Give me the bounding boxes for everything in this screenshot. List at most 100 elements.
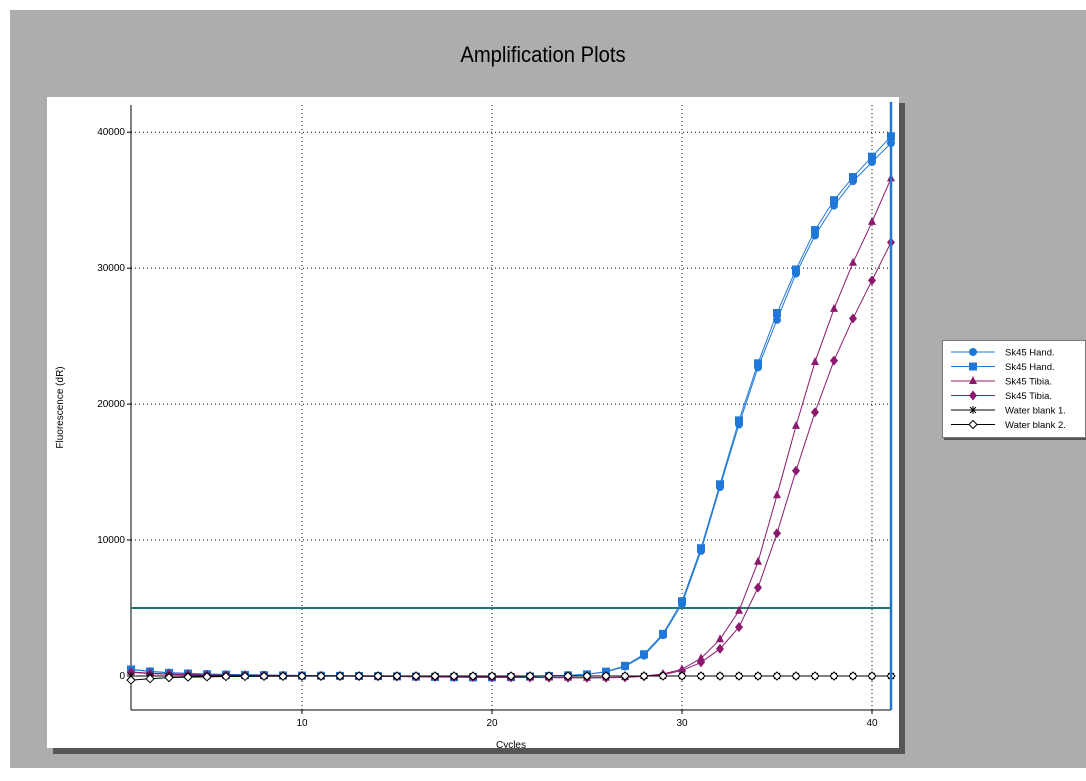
data-point: [126, 675, 136, 685]
legend-marker: [969, 376, 977, 384]
y-tick-label: 20000: [97, 399, 125, 410]
legend-marker: [969, 348, 977, 356]
y-tick-label: 10000: [97, 535, 125, 546]
x-tick-label: 30: [676, 718, 688, 729]
data-point: [373, 671, 383, 681]
data-point: [240, 671, 250, 682]
data-point: [677, 671, 687, 681]
data-point: [697, 657, 705, 668]
data-point: [716, 643, 724, 654]
series-line: [130, 142, 892, 678]
legend-label: Water blank 2.: [1005, 420, 1066, 431]
data-point: [811, 356, 819, 365]
data-point: [202, 672, 212, 682]
data-point: [164, 672, 174, 683]
data-point: [848, 671, 858, 681]
legend-svg: Sk45 Hand. Sk45 Hand. Sk45 Tibia. Sk45 Tibi…: [951, 348, 1066, 431]
data-point: [773, 309, 781, 318]
data-point: [678, 597, 686, 606]
grid: [131, 105, 891, 710]
data-point: [354, 671, 364, 681]
data-point: [716, 480, 724, 489]
x-tick-label: 10: [296, 718, 308, 729]
data-point: [392, 671, 402, 681]
legend-marker: [969, 406, 977, 414]
data-point: [335, 671, 345, 681]
data-point: [773, 528, 781, 539]
data-point: [221, 671, 231, 682]
data-point: [563, 671, 573, 681]
series-1: [127, 132, 895, 682]
series-5: [126, 671, 896, 685]
series-line: [130, 242, 892, 679]
series-layer: [126, 132, 896, 685]
data-point: [868, 152, 876, 161]
data-point: [868, 275, 876, 286]
data-point: [830, 355, 838, 366]
series-0: [127, 139, 895, 682]
legend-marker: [969, 362, 977, 371]
data-point: [145, 674, 155, 684]
data-point: [582, 671, 592, 681]
series-3: [127, 237, 895, 683]
y-axis-label: Fluorescence (dR): [55, 366, 66, 448]
data-point: [716, 634, 724, 643]
legend-marker: [969, 390, 977, 401]
data-point: [735, 416, 743, 425]
data-point: [640, 650, 648, 659]
data-point: [544, 671, 554, 681]
legend-label: Sk45 Tibia.: [1005, 377, 1052, 388]
data-point: [811, 407, 819, 418]
x-axis-label: Cycles: [496, 740, 526, 748]
data-point: [849, 257, 857, 266]
chart-title: Amplification Plots: [460, 42, 626, 67]
data-point: [773, 490, 781, 499]
data-point: [753, 671, 763, 681]
x-tick-label: 40: [866, 718, 878, 729]
legend-label: Sk45 Hand.: [1005, 362, 1055, 373]
data-point: [772, 671, 782, 681]
series-2: [127, 173, 895, 681]
legend-label: Sk45 Hand.: [1005, 348, 1055, 359]
series-line: [130, 135, 892, 678]
y-tick-label: 30000: [97, 263, 125, 274]
data-point: [621, 661, 629, 670]
window-border: [0, 0, 1086, 10]
series-line: [130, 178, 892, 679]
amplification-chart: 0 10000 20000 30000 40000 10 20 30 40 Fluorescen…: [55, 102, 896, 748]
data-point: [810, 671, 820, 681]
y-tick-label: 40000: [97, 127, 125, 138]
data-point: [791, 671, 801, 681]
data-point: [697, 653, 705, 662]
plot-frame: 0 10000 20000 30000 40000 10 20 30 40 Fluorescen…: [47, 97, 899, 748]
data-point: [430, 671, 440, 681]
data-point: [829, 671, 839, 681]
data-point: [659, 629, 667, 638]
data-point: [697, 544, 705, 553]
data-point: [259, 671, 269, 681]
data-point: [411, 671, 421, 681]
data-point: [830, 303, 838, 312]
star-stroke: [969, 406, 977, 414]
data-point: [734, 671, 744, 681]
data-point: [811, 226, 819, 235]
data-point: [792, 420, 800, 429]
legend-item: Water blank 1.: [951, 406, 1066, 417]
data-point: [278, 671, 288, 681]
data-point: [678, 665, 686, 676]
data-point: [792, 265, 800, 274]
data-point: [849, 313, 857, 324]
data-point: [867, 671, 877, 681]
data-point: [601, 671, 611, 681]
legend-item: Sk45 Tibia.: [951, 376, 1052, 388]
legend-item: Sk45 Hand.: [951, 348, 1055, 359]
data-point: [715, 671, 725, 681]
legend-item: Sk45 Tibia.: [951, 390, 1052, 402]
data-point: [849, 173, 857, 182]
data-point: [735, 605, 743, 614]
window-border: [0, 0, 10, 768]
legend: Sk45 Hand. Sk45 Hand. Sk45 Tibia. Sk45 Tibi…: [942, 340, 1086, 438]
data-point: [506, 671, 516, 681]
data-point: [639, 671, 649, 681]
